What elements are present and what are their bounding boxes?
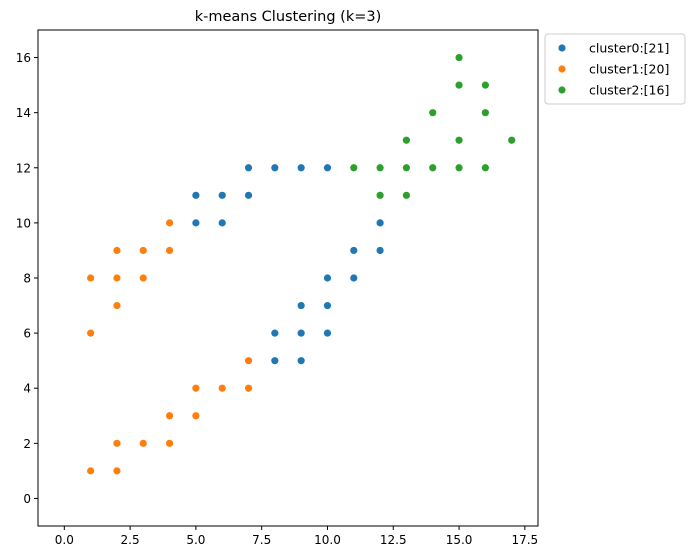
- data-point: [87, 467, 95, 475]
- data-point: [402, 164, 411, 172]
- data-point: [297, 301, 305, 310]
- data-point: [244, 384, 253, 392]
- data-point: [139, 246, 147, 255]
- data-point: [350, 274, 358, 282]
- legend-label: cluster2:[16]: [589, 83, 669, 98]
- legend-box: [544, 33, 686, 105]
- data-point: [192, 191, 200, 199]
- data-point: [376, 164, 384, 172]
- data-point: [402, 191, 411, 199]
- data-point: [455, 136, 463, 144]
- data-point: [508, 136, 516, 144]
- x-tick-label: 0.0: [55, 533, 74, 547]
- data-point: [297, 164, 305, 172]
- data-point: [323, 329, 332, 337]
- data-point: [244, 357, 253, 365]
- y-tick-label: 6: [23, 327, 31, 341]
- data-point: [481, 81, 489, 89]
- plot-area: 0.0 2.5 5.0 7.5 10.0 12.5 15.0 17.5 0 2 4 6 8 10 12 14…: [16, 29, 539, 547]
- data-point: [139, 274, 147, 282]
- y-tick-label: 8: [23, 272, 31, 286]
- x-tick-label: 5.0: [186, 533, 205, 547]
- data-point: [323, 164, 332, 172]
- data-point: [297, 357, 305, 365]
- data-point: [376, 191, 384, 199]
- data-point: [165, 219, 174, 227]
- data-point: [271, 329, 279, 337]
- data-point: [192, 384, 200, 392]
- data-point: [402, 136, 411, 144]
- data-point: [113, 467, 121, 475]
- y-tick-label: 10: [16, 216, 31, 230]
- data-point: [139, 439, 147, 447]
- data-point: [113, 301, 121, 310]
- data-point: [271, 357, 279, 365]
- legend-marker: [558, 65, 566, 73]
- data-point: [376, 219, 384, 227]
- data-point: [350, 246, 358, 255]
- data-point: [113, 274, 121, 282]
- data-point: [455, 81, 463, 89]
- data-point: [297, 329, 305, 337]
- data-point: [218, 219, 226, 227]
- data-point: [429, 109, 437, 117]
- data-point: [165, 246, 174, 255]
- data-point: [323, 274, 332, 282]
- y-axis: 0 2 4 6 8 10 12 14 16: [16, 51, 38, 506]
- data-point: [429, 164, 437, 172]
- x-tick-label: 7.5: [252, 533, 271, 547]
- legend-label: cluster0:[21]: [589, 41, 669, 56]
- plot-frame: [37, 29, 539, 527]
- data-point: [244, 191, 253, 199]
- legend: cluster0:[21] cluster1:[20] cluster2:[16]: [544, 33, 686, 105]
- x-tick-label: 10.0: [314, 533, 341, 547]
- data-point: [87, 329, 95, 337]
- data-point: [192, 412, 200, 420]
- y-tick-label: 14: [16, 106, 31, 120]
- data-point: [271, 164, 279, 172]
- data-point: [244, 164, 253, 172]
- data-point: [323, 301, 332, 310]
- data-point: [350, 164, 358, 172]
- data-point: [165, 439, 174, 447]
- legend-label: cluster1:[20]: [589, 62, 669, 77]
- y-tick-label: 4: [23, 382, 31, 396]
- x-tick-label: 2.5: [121, 533, 140, 547]
- x-axis: 0.0 2.5 5.0 7.5 10.0 12.5 15.0 17.5: [55, 526, 538, 547]
- legend-marker: [558, 86, 566, 94]
- data-point: [192, 219, 200, 227]
- x-tick-label: 12.5: [380, 533, 407, 547]
- data-point: [376, 246, 384, 255]
- y-tick-label: 16: [16, 51, 31, 65]
- data-point: [218, 384, 226, 392]
- y-tick-label: 2: [23, 437, 31, 451]
- chart-title: k-means Clustering (k=3): [195, 9, 382, 25]
- data-point: [481, 164, 489, 172]
- data-point: [218, 191, 226, 199]
- data-point: [455, 53, 463, 62]
- data-point: [113, 246, 121, 255]
- data-point: [455, 164, 463, 172]
- y-tick-label: 12: [16, 161, 31, 175]
- data-point: [165, 412, 174, 420]
- x-tick-label: 17.5: [511, 533, 538, 547]
- data-point: [113, 439, 121, 447]
- data-points: [87, 53, 516, 475]
- x-tick-label: 15.0: [446, 533, 473, 547]
- y-tick-label: 0: [23, 492, 31, 506]
- legend-marker: [558, 44, 566, 52]
- data-point: [87, 274, 95, 282]
- data-point: [481, 109, 489, 117]
